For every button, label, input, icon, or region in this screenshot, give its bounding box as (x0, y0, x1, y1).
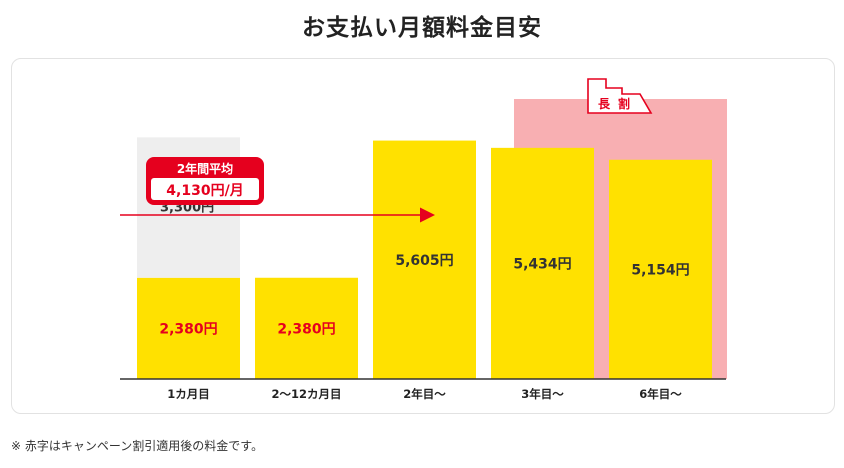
bar-value-label-5: 5,154円 (631, 262, 689, 278)
x-tick-label-5: 6年目〜 (639, 387, 682, 401)
badge-header: 2年間平均 (177, 161, 233, 176)
bar-value-label-3: 5,605円 (395, 253, 453, 269)
x-tick-label-3: 2年目〜 (403, 387, 446, 401)
badge-value: 4,130円/月 (166, 183, 243, 199)
bar-3 (373, 140, 476, 379)
long-term-tag-char-2: 割 (618, 96, 630, 111)
bar-2 (255, 277, 358, 379)
footnote: ※ 赤字はキャンペーン割引適用後の料金です。 (11, 439, 264, 453)
long-term-discount-tag: 長 割 (587, 78, 653, 114)
x-tick-label-4: 3年目〜 (521, 387, 564, 401)
bar-value-label-1: 2,380円 (159, 321, 217, 337)
two-year-average-badge: 2年間平均 4,130円/月 (146, 157, 264, 205)
bar-1 (137, 277, 240, 379)
x-tick-label-1: 1カ月目 (167, 387, 210, 401)
bar-value-label-4: 5,434円 (513, 256, 571, 272)
bar-value-label-2: 2,380円 (277, 321, 335, 337)
page-title: お支払い月額料金目安 (302, 15, 542, 41)
x-tick-label-2: 2〜12カ月目 (271, 387, 341, 401)
long-term-tag-char-1: 長 (598, 96, 611, 111)
bar-4 (491, 147, 594, 379)
bar-5 (609, 159, 712, 379)
